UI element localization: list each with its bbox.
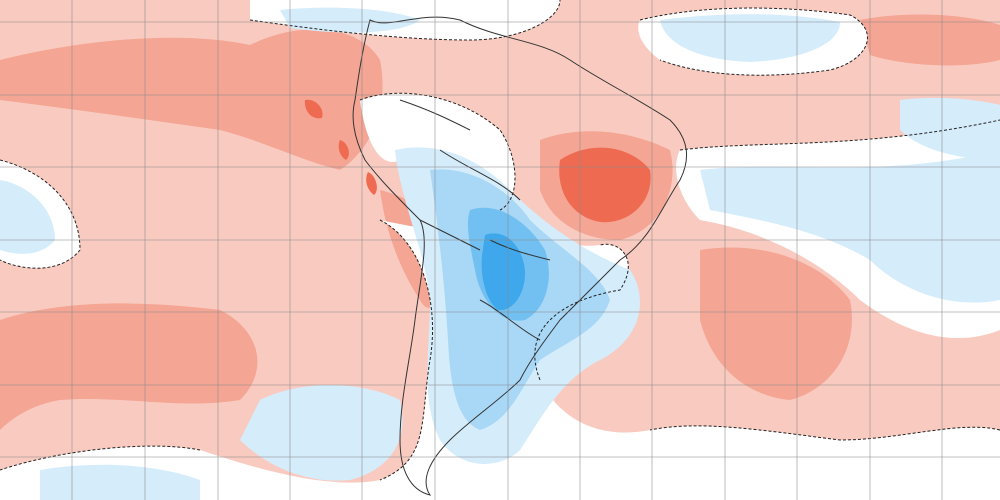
border-lines [399, 99, 551, 341]
warm-anomaly-regions [0, 14, 1000, 430]
zero-contours [0, 0, 1000, 481]
core-cool-region [481, 233, 526, 311]
strong-warm-spots [304, 99, 651, 223]
coastline [352, 16, 688, 496]
